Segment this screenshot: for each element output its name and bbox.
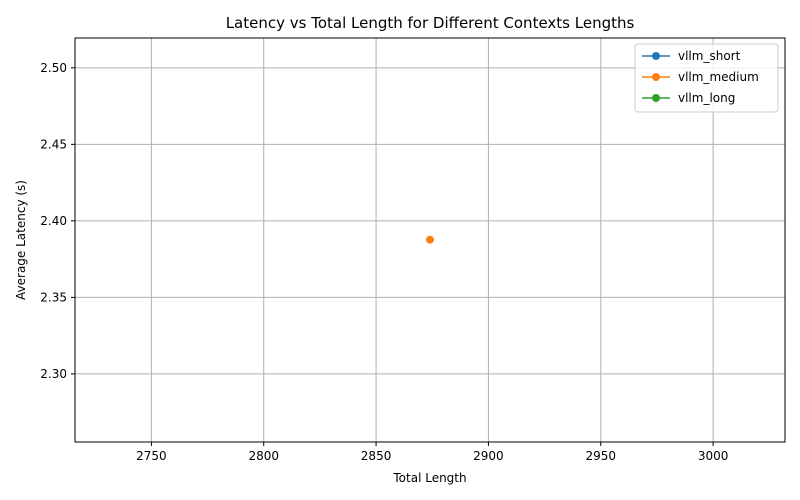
x-tick-label: 3000: [698, 449, 729, 463]
legend: vllm_short vllm_medium vllm_long: [634, 43, 779, 113]
y-tick-label: 2.40: [40, 214, 67, 228]
chart-title: Latency vs Total Length for Different Co…: [226, 14, 635, 32]
legend-label: vllm_long: [678, 91, 735, 105]
x-tick-label: 2900: [473, 449, 504, 463]
y-tick-label: 2.45: [40, 137, 67, 151]
legend-marker: [652, 73, 660, 81]
legend-marker: [652, 52, 660, 60]
y-tick-label: 2.30: [40, 367, 67, 381]
plot-area-frame: [74, 37, 786, 443]
x-tick-label: 2800: [248, 449, 279, 463]
y-tick-label: 2.50: [40, 61, 67, 75]
legend-label: vllm_short: [678, 49, 741, 63]
x-axis-label: Total Length: [392, 471, 466, 485]
y-tick-label: 2.35: [40, 290, 67, 304]
legend-box: [634, 43, 779, 113]
series-layer: [426, 235, 434, 244]
x-tick-label: 2750: [136, 449, 167, 463]
data-point-vllm_medium: [426, 235, 434, 244]
x-tick-label: 2950: [585, 449, 616, 463]
x-tick-label: 2850: [361, 449, 392, 463]
y-axis-label: Average Latency (s): [14, 180, 28, 300]
legend-label: vllm_medium: [678, 70, 759, 84]
legend-marker: [652, 94, 660, 102]
axis-ticks: 2750 2800 2850 2900 2950 3000 2.30 2.35 2.40 2.45…: [40, 61, 728, 463]
